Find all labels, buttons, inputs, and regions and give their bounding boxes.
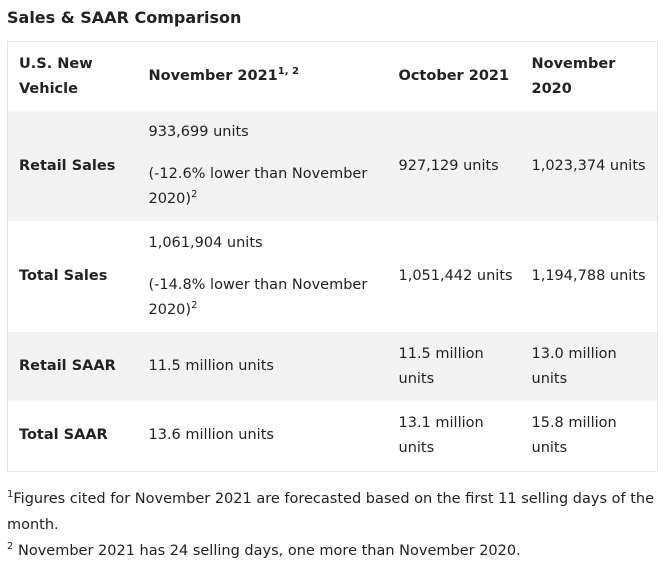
cell-text: 1,051,442 units bbox=[398, 268, 513, 284]
cell-text: 13.1 million units bbox=[398, 414, 484, 456]
header-cell: U.S. New Vehicle bbox=[8, 42, 138, 112]
table-cell: 11.5 million units bbox=[137, 332, 388, 401]
cell-text: 11.5 million units bbox=[148, 358, 274, 374]
table-cell: 1,051,442 units bbox=[388, 221, 521, 332]
table-cell: 1,061,904 units (-14.8% lower than Novemb… bbox=[138, 221, 388, 332]
cell-text: 15.8 million units bbox=[531, 414, 617, 456]
header-text: October 2021 bbox=[398, 68, 510, 84]
title: Sales & SAAR Comparison bbox=[7, 8, 242, 27]
cell-text: 927,129 units bbox=[398, 157, 499, 174]
table-cell: 1,023,374 units bbox=[520, 111, 658, 221]
row-label: Retail SAAR bbox=[7, 332, 138, 401]
table-row: Total SAAR 13.6 million units 13.1 million… bbox=[8, 401, 658, 471]
table-row: Retail SAAR 11.5 million units 11.5 millio… bbox=[7, 332, 658, 401]
cell-detail: (-14.8% lower than November 2020)2 bbox=[149, 273, 382, 323]
footnote-mark: 1 bbox=[7, 489, 14, 501]
footnote-ref: 2 bbox=[191, 189, 198, 201]
cell-main: 1,061,904 units bbox=[148, 234, 263, 251]
footnote: 1Figures cited for November 2021 are for… bbox=[7, 486, 657, 538]
header-cell: October 2021 bbox=[388, 42, 521, 112]
header-row: U.S. New Vehicle November 20211, 2 October… bbox=[8, 42, 658, 112]
table-cell: 13.0 million units bbox=[520, 332, 658, 401]
cell-text: 1,023,374 units bbox=[531, 157, 646, 174]
table-row: Total Sales 1,061,904 units (-14.8% lower … bbox=[8, 221, 658, 332]
table-cell: 15.8 million units bbox=[521, 401, 658, 471]
footnotes: 1Figures cited for November 2021 are for… bbox=[7, 486, 657, 564]
footnote-ref: 2 bbox=[191, 299, 198, 311]
row-label: Total Sales bbox=[19, 268, 108, 284]
header-text: November 2020 bbox=[531, 55, 616, 97]
comparison-table: U.S. New Vehicle November 20211, 2 October… bbox=[7, 41, 658, 472]
header-cell: November 2020 bbox=[521, 42, 658, 112]
table-cell: 11.5 million units bbox=[387, 332, 521, 401]
table-body: Retail Sales 933,699 units (-12.6% lower t… bbox=[7, 111, 658, 471]
table-cell: 1,194,788 units bbox=[521, 221, 658, 332]
spacer bbox=[149, 256, 382, 273]
footnote-text: November 2021 has 24 selling days, one m… bbox=[17, 543, 521, 559]
cell-detail: (-12.6% lower than November 2020)2 bbox=[149, 162, 382, 212]
header-cell: November 20211, 2 bbox=[138, 42, 388, 112]
detail-text: (-14.8% lower than November 2020) bbox=[148, 276, 368, 318]
cell-main: 933,699 units bbox=[148, 124, 249, 140]
header-text: November 2021 bbox=[148, 68, 278, 84]
table-row: Retail Sales 933,699 units (-12.6% lower t… bbox=[7, 111, 658, 221]
row-label: Retail Sales bbox=[7, 111, 138, 221]
footnote-ref: 1, 2 bbox=[277, 66, 299, 78]
detail-text: (-12.6% lower than November 2020) bbox=[148, 166, 368, 207]
row-label: Total SAAR bbox=[19, 427, 108, 444]
footnote: 2 November 2021 has 24 selling days, one… bbox=[7, 538, 657, 564]
cell-text: 11.5 million units bbox=[398, 345, 484, 387]
cell-text: 13.6 million units bbox=[148, 427, 274, 444]
spacer bbox=[149, 145, 382, 162]
table-cell: 13.6 million units bbox=[138, 401, 388, 471]
cell-text: 1,194,788 units bbox=[531, 268, 646, 284]
table-cell: 927,129 units bbox=[387, 111, 521, 221]
footnote-text: Figures cited for November 2021 are fore… bbox=[7, 491, 654, 533]
cell-text: 13.0 million units bbox=[531, 345, 617, 387]
table-cell: 13.1 million units bbox=[388, 401, 521, 471]
header-text: U.S. New Vehicle bbox=[19, 55, 93, 97]
table-cell: 933,699 units (-12.6% lower than November… bbox=[137, 111, 388, 221]
footnote-mark: 2 bbox=[7, 541, 14, 553]
